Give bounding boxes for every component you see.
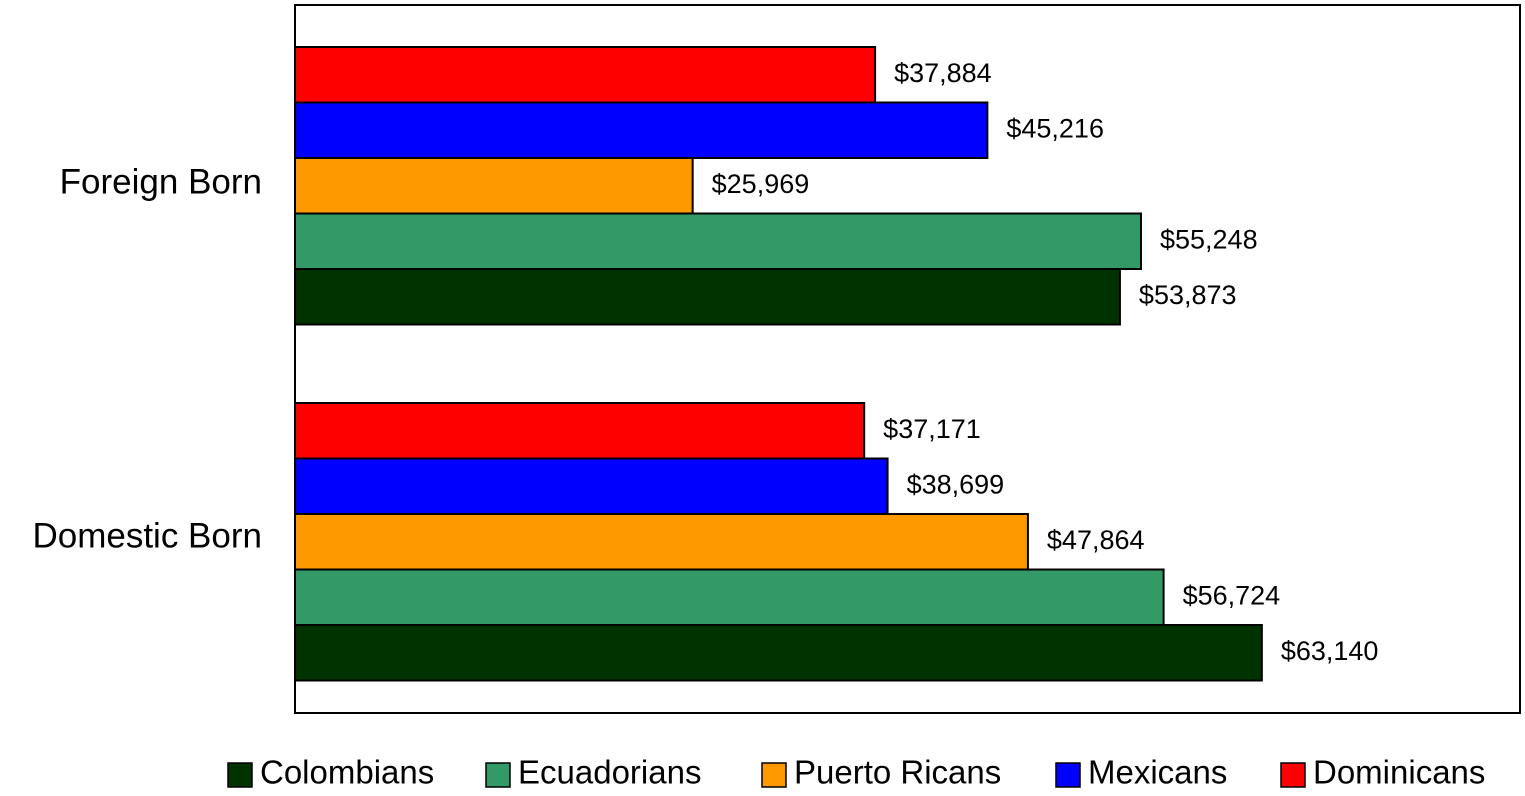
data-label: $63,140	[1281, 636, 1379, 666]
data-label: $56,724	[1183, 580, 1281, 610]
bar	[294, 101, 989, 159]
bars-group	[294, 46, 1263, 682]
legend: Colombians Ecuadorians Puerto Ricans Mexica…	[227, 754, 1485, 791]
bar	[294, 457, 889, 515]
data-label: $55,248	[1160, 224, 1258, 254]
legend-label: Colombians	[260, 754, 434, 791]
data-label: $37,884	[894, 58, 992, 88]
data-label: $25,969	[712, 169, 810, 199]
bar	[294, 568, 1165, 626]
data-label: $47,864	[1047, 525, 1145, 555]
legend-label: Ecuadorians	[518, 754, 701, 791]
legend-swatch	[227, 762, 253, 788]
data-label: $53,873	[1139, 280, 1237, 310]
legend-label: Dominicans	[1313, 754, 1485, 791]
legend-swatch	[761, 762, 787, 788]
category-label: Foreign Born	[60, 162, 262, 201]
bar	[294, 402, 866, 460]
bar	[294, 157, 694, 215]
legend-label: Mexicans	[1088, 754, 1227, 791]
category-label: Domestic Born	[32, 516, 262, 555]
data-label: $37,171	[883, 414, 981, 444]
data-label: $38,699	[907, 469, 1005, 499]
bar	[294, 624, 1263, 682]
bar	[294, 212, 1142, 270]
legend-swatch	[485, 762, 511, 788]
legend-label: Puerto Ricans	[794, 754, 1001, 791]
legend-swatch	[1055, 762, 1081, 788]
bar	[294, 513, 1029, 571]
bar	[294, 268, 1121, 326]
legend-swatch	[1280, 762, 1306, 788]
category-labels-group: Foreign Born Domestic Born	[32, 162, 262, 555]
value-labels-group: $37,884 $45,216 $25,969 $55,248 $53,873 $37,1…	[712, 58, 1379, 666]
bar	[294, 46, 877, 104]
data-label: $45,216	[1006, 113, 1104, 143]
